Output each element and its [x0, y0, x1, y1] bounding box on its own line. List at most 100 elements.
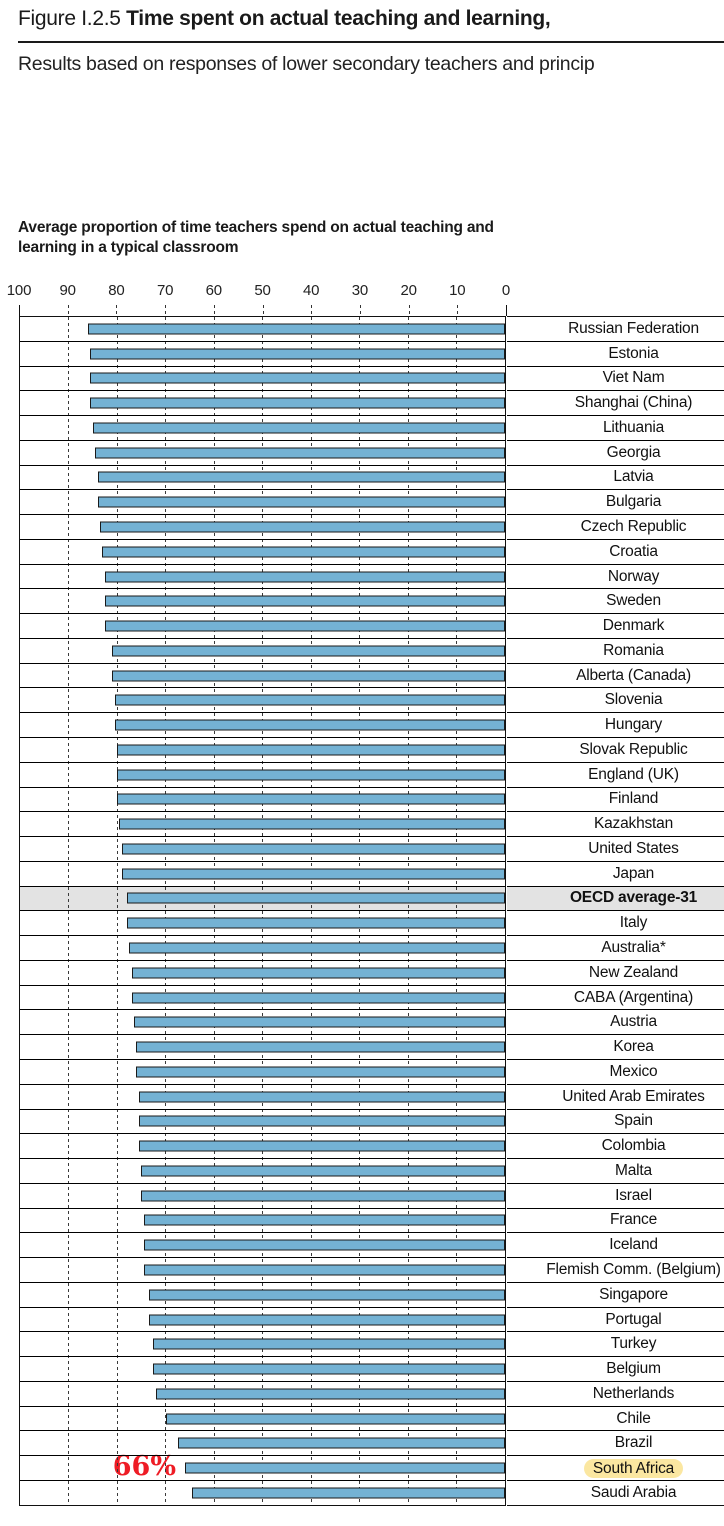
bar: [104, 595, 505, 607]
country-label-row: Alberta (Canada): [507, 664, 724, 689]
bar: [97, 471, 505, 483]
axis-tick-label: 10: [449, 282, 466, 299]
bar-row: [20, 1456, 505, 1481]
country-label-row: Mexico: [507, 1060, 724, 1085]
bar-row: [20, 1233, 505, 1259]
bar: [102, 546, 505, 558]
bar-row: [20, 936, 505, 961]
bar: [104, 571, 505, 583]
country-label-row: Flemish Comm. (Belgium): [507, 1258, 724, 1283]
bar-row: [20, 391, 505, 417]
country-label: Latvia: [613, 468, 654, 486]
country-label-row: Portugal: [507, 1308, 724, 1333]
country-label: Flemish Comm. (Belgium): [546, 1260, 721, 1278]
bar-row: [20, 1258, 505, 1283]
figure-title: Figure I.2.5 Time spent on actual teachi…: [18, 7, 551, 31]
bar-row: [20, 515, 505, 540]
bar: [148, 1314, 505, 1325]
country-label: Slovenia: [604, 691, 663, 709]
bar: [117, 769, 505, 781]
bar: [138, 1091, 505, 1103]
country-label: Mexico: [609, 1062, 658, 1080]
axis-tick-label: 100: [6, 282, 32, 299]
bar-row: [20, 614, 505, 639]
bar-row: [20, 441, 505, 466]
country-label-row: Viet Nam: [507, 367, 724, 392]
country-label: Brazil: [614, 1434, 653, 1452]
bar: [192, 1487, 505, 1499]
bar-row: [20, 763, 505, 788]
bar: [141, 1165, 505, 1177]
bar-row: [20, 416, 505, 441]
country-label: Portugal: [605, 1310, 662, 1328]
country-label: Belgium: [606, 1360, 661, 1378]
axis-tick: [506, 305, 507, 316]
bar-row: [20, 1159, 505, 1184]
country-label-row: Denmark: [507, 614, 724, 639]
country-label-row: Bulgaria: [507, 490, 724, 516]
country-label-row: Chile: [507, 1407, 724, 1432]
country-label: South Africa: [583, 1458, 684, 1478]
bar: [131, 967, 505, 979]
axis-tick: [457, 305, 459, 316]
country-label: Iceland: [609, 1236, 658, 1254]
country-label: Hungary: [604, 716, 663, 734]
country-label: Bulgaria: [605, 493, 662, 511]
bar: [121, 843, 505, 855]
bar: [143, 1239, 505, 1251]
bar-row: [20, 1035, 505, 1060]
country-label-row: Iceland: [507, 1233, 724, 1259]
country-label: France: [609, 1211, 658, 1229]
country-label-row: Brazil: [507, 1431, 724, 1457]
country-label: Malta: [615, 1161, 652, 1179]
country-label: United Arab Emirates: [562, 1087, 705, 1105]
bar: [184, 1462, 505, 1474]
bar: [136, 1066, 505, 1078]
axis-tick: [67, 305, 69, 316]
bar-row: [20, 1085, 505, 1110]
axis-tick: [262, 305, 264, 316]
bar: [126, 892, 505, 904]
bar: [129, 942, 505, 954]
country-label: United States: [588, 839, 679, 857]
title-divider: [18, 41, 724, 43]
bar-row: [20, 887, 505, 912]
bar: [112, 645, 505, 657]
country-label-row: OECD average-31: [507, 886, 724, 912]
figure-number: Figure I.2.5: [18, 7, 121, 30]
axis-tick-label: 80: [108, 282, 125, 299]
country-label: Viet Nam: [602, 369, 665, 387]
bar: [153, 1363, 505, 1375]
country-label-row: Sweden: [507, 589, 724, 615]
country-label: Australia*: [601, 939, 666, 957]
country-label: Austria: [610, 1013, 657, 1031]
bar-row: [20, 1209, 505, 1234]
axis-tick-label: 0: [501, 282, 511, 299]
country-label-row: United States: [507, 837, 724, 862]
bar-row: [20, 589, 505, 615]
bar: [138, 1140, 505, 1152]
bar-row: [20, 1332, 505, 1358]
country-label: Italy: [619, 914, 648, 932]
bar: [138, 1115, 505, 1127]
bar: [155, 1388, 505, 1400]
country-label-row: Israel: [507, 1184, 724, 1209]
bar-row: [20, 738, 505, 763]
country-label: Chile: [616, 1409, 651, 1427]
country-label-row: Norway: [507, 565, 724, 590]
bar: [104, 620, 505, 632]
country-label-row: Georgia: [507, 441, 724, 466]
country-label-row: Saudi Arabia: [507, 1481, 724, 1505]
country-label: Georgia: [606, 443, 661, 461]
bar-row: [20, 1184, 505, 1209]
country-label: Shanghai (China): [574, 394, 693, 412]
bar-row: [20, 342, 505, 367]
country-label: OECD average-31: [569, 889, 698, 907]
axis-tick: [213, 305, 215, 316]
country-label: New Zealand: [588, 963, 679, 981]
country-label-row: Australia*: [507, 936, 724, 961]
country-label-row: England (UK): [507, 763, 724, 788]
bar: [117, 744, 505, 756]
country-label: Spain: [614, 1112, 653, 1130]
bar: [90, 372, 505, 384]
